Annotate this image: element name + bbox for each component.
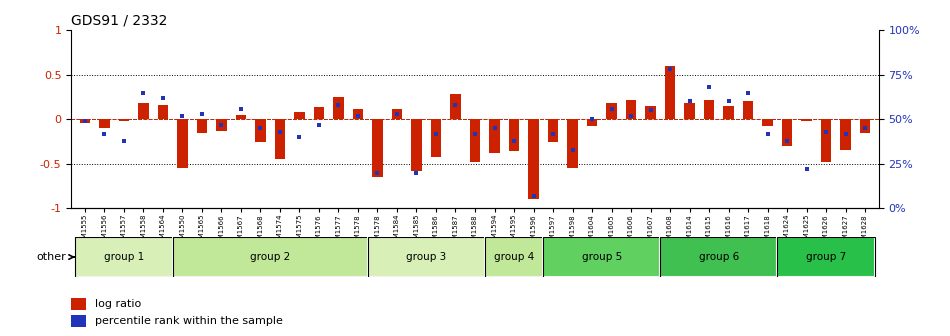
Text: group 2: group 2	[250, 252, 291, 262]
Bar	[684, 103, 694, 119]
Bar	[665, 66, 675, 119]
Bar	[294, 112, 305, 119]
Bar	[543, 237, 660, 277]
Bar	[484, 237, 543, 277]
Bar	[368, 237, 484, 277]
Bar	[645, 106, 656, 119]
Bar	[75, 237, 173, 277]
Bar	[469, 119, 481, 162]
Bar	[391, 109, 403, 119]
Bar	[723, 106, 734, 119]
Bar	[80, 119, 90, 123]
Bar	[75, 237, 173, 277]
Bar	[777, 237, 875, 277]
Bar	[216, 119, 227, 131]
Bar	[762, 119, 773, 126]
Bar	[860, 119, 870, 133]
Bar	[626, 100, 637, 119]
Bar	[158, 105, 168, 119]
Bar	[71, 298, 86, 310]
Text: group 7: group 7	[806, 252, 846, 262]
Bar	[333, 97, 344, 119]
Bar	[821, 119, 831, 162]
Bar	[782, 119, 792, 146]
Bar	[801, 119, 812, 121]
Bar	[660, 237, 777, 277]
Bar	[567, 119, 578, 168]
Bar	[368, 237, 484, 277]
Bar	[119, 119, 129, 121]
Text: group 6: group 6	[698, 252, 739, 262]
Text: other: other	[37, 252, 66, 262]
Bar	[71, 315, 86, 327]
Bar	[543, 237, 660, 277]
Bar	[547, 119, 559, 141]
Bar	[450, 94, 461, 119]
Bar	[256, 119, 266, 141]
Bar	[173, 237, 368, 277]
Bar	[372, 119, 383, 177]
Bar	[352, 109, 363, 119]
Bar	[660, 237, 777, 277]
Bar	[99, 119, 110, 128]
Bar	[173, 237, 368, 277]
Bar	[484, 237, 543, 277]
Bar	[587, 119, 598, 126]
Text: group 4: group 4	[494, 252, 534, 262]
Bar	[236, 115, 246, 119]
Bar	[743, 101, 753, 119]
Bar	[275, 119, 285, 159]
Bar	[138, 103, 149, 119]
Text: group 1: group 1	[104, 252, 144, 262]
Bar	[197, 119, 207, 133]
Text: log ratio: log ratio	[95, 299, 142, 309]
Text: group 3: group 3	[406, 252, 446, 262]
Bar	[177, 119, 188, 168]
Bar	[777, 237, 875, 277]
Bar	[314, 107, 324, 119]
Bar	[430, 119, 442, 157]
Text: GDS91 / 2332: GDS91 / 2332	[71, 14, 167, 28]
Text: group 5: group 5	[581, 252, 622, 262]
Bar	[704, 100, 714, 119]
Bar	[411, 119, 422, 171]
Bar	[508, 119, 520, 151]
Text: percentile rank within the sample: percentile rank within the sample	[95, 316, 283, 326]
Bar	[840, 119, 851, 151]
Bar	[606, 103, 617, 119]
Bar	[489, 119, 500, 153]
Bar	[528, 119, 539, 200]
